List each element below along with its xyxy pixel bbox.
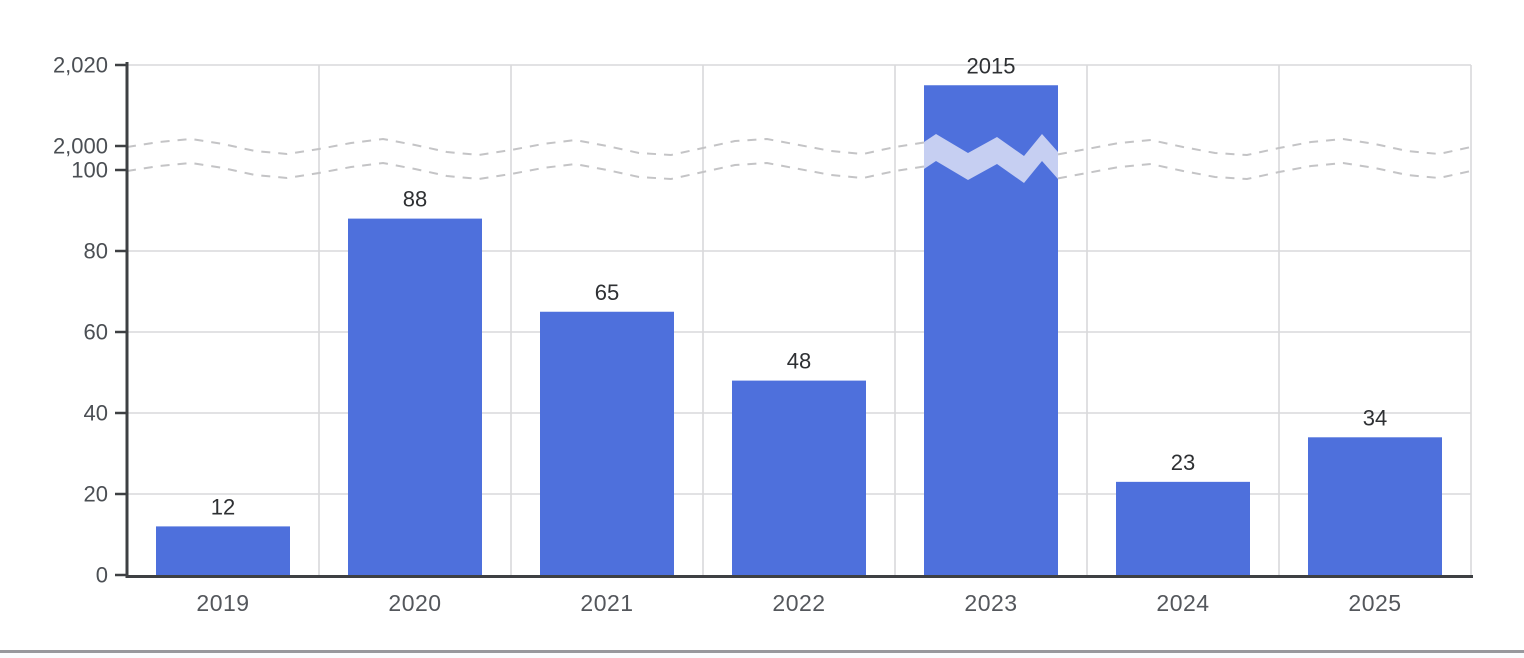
bar-2019 xyxy=(156,526,290,575)
y-tick-label: 80 xyxy=(84,239,108,264)
x-tick-label: 2020 xyxy=(388,590,441,616)
axis-break-divider xyxy=(126,134,1472,183)
bar-2020 xyxy=(348,218,482,575)
x-tick-label: 2024 xyxy=(1156,590,1209,616)
bottom-divider xyxy=(0,650,1524,653)
y-tick-label: 0 xyxy=(96,563,108,588)
bar-value-label: 23 xyxy=(1171,450,1195,475)
break-dashed-line xyxy=(1057,137,1472,157)
bar-value-label: 48 xyxy=(787,349,811,374)
y-tick-label: 40 xyxy=(84,401,108,426)
bottom-strip xyxy=(0,653,1524,658)
y-tick-label: 2,000 xyxy=(53,134,108,159)
bar-value-label: 65 xyxy=(595,280,619,305)
y-tick-label: 20 xyxy=(84,482,108,507)
y-tick-label: 60 xyxy=(84,320,108,345)
bar-2024 xyxy=(1116,481,1250,575)
x-tick-label: 2025 xyxy=(1348,590,1401,616)
x-tick-label: 2023 xyxy=(964,590,1017,616)
bar-2022 xyxy=(732,380,866,575)
break-dashed-line xyxy=(126,161,925,181)
break-band xyxy=(924,134,1058,183)
y-tick-label: 2,020 xyxy=(53,53,108,78)
axes xyxy=(115,62,1473,578)
x-tick-label: 2019 xyxy=(196,590,249,616)
break-dashed-line xyxy=(126,137,925,157)
bar-value-label: 34 xyxy=(1363,405,1387,430)
y-tick-label: 100 xyxy=(71,158,108,183)
bar-value-label: 12 xyxy=(211,494,235,519)
x-tick-label: 2022 xyxy=(772,590,825,616)
bar-value-label: 2015 xyxy=(967,53,1016,78)
bar-2025 xyxy=(1308,437,1442,575)
labels: 12 2019 88 2020 65 2021 48 2022 2015 2023 23 2024 34… xyxy=(53,53,1401,617)
break-dashed-line xyxy=(1057,161,1472,181)
bar-value-label: 88 xyxy=(403,187,427,212)
bars xyxy=(156,85,1442,575)
bar-2021 xyxy=(540,311,674,575)
x-tick-label: 2021 xyxy=(580,590,633,616)
